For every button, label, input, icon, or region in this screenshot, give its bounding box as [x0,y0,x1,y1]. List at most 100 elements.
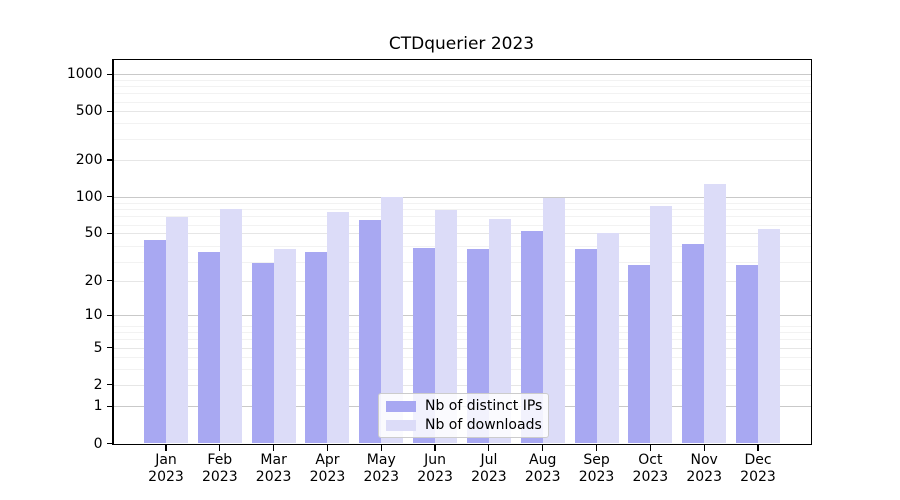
y-tickmark [106,314,112,316]
x-tick-month: Feb [207,451,233,468]
bar-downloads-apr [327,211,350,444]
x-tickmark [380,445,382,451]
x-tick-label: Apr 2023 [296,452,358,486]
minor-gridline [113,246,811,248]
bar-downloads-jul [488,218,511,444]
chart-title: CTDquerier 2023 [388,34,535,54]
x-tickmark [488,445,490,451]
minor-gridline [113,369,811,371]
bar-distinct-ips-may [359,220,382,444]
major-gridline [113,233,811,235]
x-tick-year: 2023 [740,468,776,485]
major-gridline [113,74,811,76]
y-tick-label: 500 [75,103,103,120]
minor-gridline [113,339,811,341]
major-gridline [113,159,811,161]
x-tickmark [703,445,705,451]
right-spine [810,58,812,445]
minor-gridline [113,216,811,218]
minor-gridline [113,357,811,359]
x-tick-month: Mar [260,451,287,468]
bar-distinct-ips-jan [144,239,166,444]
x-tick-year: 2023 [363,468,400,485]
legend-item-downloads: Nb of downloads [386,417,542,433]
top-spine [112,58,812,60]
y-tickmark [106,232,112,234]
legend-label-downloads: Nb of downloads [425,417,542,433]
minor-gridline [113,261,811,263]
x-tickmark [434,445,436,451]
y-tickmark [106,347,112,349]
bar-distinct-ips-feb [197,251,220,444]
x-tick-label: Sep 2023 [566,452,628,486]
x-tick-month: Oct [638,451,663,468]
legend-item-distinct-ips: Nb of distinct IPs [386,398,543,414]
legend: Nb of distinct IPs Nb of downloads [378,393,549,438]
x-tickmark [757,445,759,451]
x-tick-month: Nov [690,451,718,468]
x-tick-label: Feb 2023 [189,452,251,486]
x-tick-month: Apr [315,451,340,468]
bottom-spine [112,443,812,445]
bar-distinct-ips-aug [520,231,543,444]
x-tick-year: 2023 [417,468,453,485]
x-tick-year: 2023 [471,468,507,485]
legend-swatch-distinct-ips [386,400,416,412]
x-tick-month: Jun [424,451,447,468]
minor-gridline [113,123,811,125]
x-tick-label: Oct 2023 [619,452,681,486]
x-tick-label: Jul 2023 [458,452,520,486]
y-tickmark [106,110,112,112]
bar-distinct-ips-apr [305,251,328,444]
major-gridline [113,280,811,282]
major-gridline [113,315,811,317]
x-tick-month: Aug [529,451,557,468]
x-tickmark [273,445,275,451]
bar-downloads-dec [758,229,780,444]
bar-distinct-ips-nov [682,243,705,444]
major-gridline [113,111,811,113]
minor-gridline [113,202,811,204]
x-tick-year: 2023 [632,468,669,485]
bar-distinct-ips-mar [251,263,274,444]
y-tick-label: 100 [75,188,103,205]
bar-distinct-ips-dec [736,265,758,444]
bar-downloads-feb [219,208,242,444]
major-gridline [113,347,811,349]
x-tick-year: 2023 [578,468,615,485]
y-tickmark [106,196,112,198]
x-tick-month: Jan [155,451,177,468]
bar-downloads-jan [166,217,188,444]
x-tick-label: Dec 2023 [727,452,789,486]
y-tick-label: 50 [84,225,103,242]
x-tick-label: Nov 2023 [673,452,735,486]
minor-gridline [113,332,811,334]
minor-gridline [113,86,811,88]
y-tick-label: 200 [75,151,103,168]
x-tick-year: 2023 [148,468,184,485]
x-tick-label: Jan 2023 [135,452,197,486]
major-gridline [113,196,811,198]
y-tickmark [106,443,112,445]
minor-gridline [113,93,811,95]
x-tickmark [595,445,598,451]
y-tick-label: 1000 [66,66,103,83]
y-tick-label: 0 [93,435,103,452]
x-tick-year: 2023 [524,468,561,485]
x-tick-month: Dec [744,451,772,468]
y-tickmark [106,280,112,282]
minor-gridline [113,326,811,328]
x-tick-label: Jun 2023 [404,452,466,486]
x-tickmark [649,445,651,451]
minor-gridline [113,79,811,81]
legend-label-distinct-ips: Nb of distinct IPs [425,398,543,414]
x-tickmark [542,445,544,451]
y-tickmark [106,159,112,161]
x-tick-month: Jul [480,451,498,468]
x-tickmark [165,445,167,451]
minor-gridline [113,101,811,103]
x-tick-year: 2023 [686,468,722,485]
x-tick-year: 2023 [201,468,238,485]
minor-gridline [113,209,811,211]
